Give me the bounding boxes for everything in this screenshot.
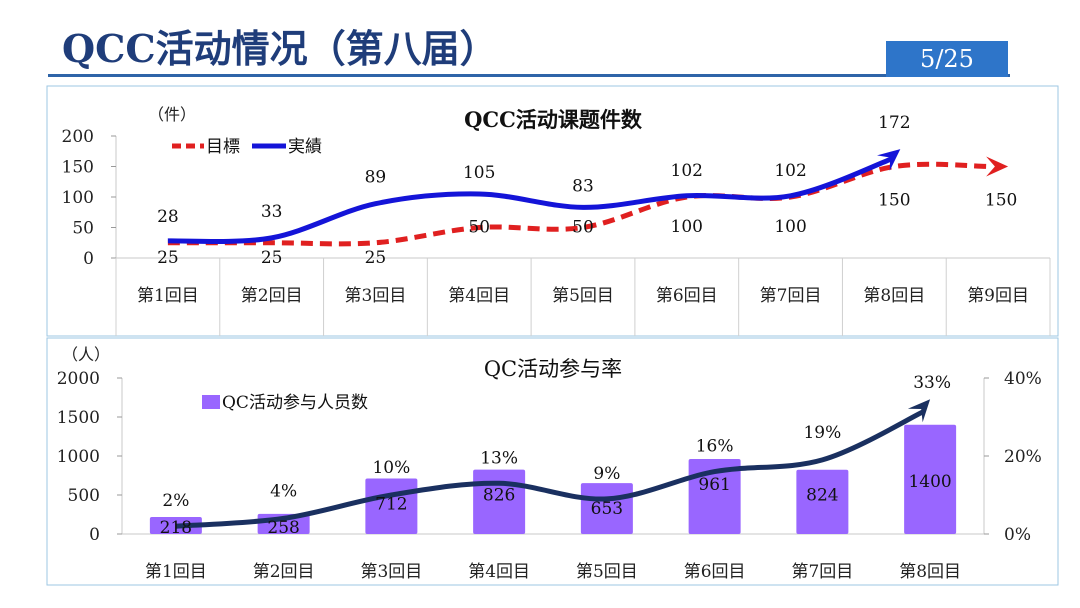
page-number-badge: 5/25 <box>886 41 1008 77</box>
chart1-y-tick-label: 150 <box>62 158 94 178</box>
chart2-y2-tick-label: 20% <box>1004 447 1042 467</box>
actual-data-label: 33 <box>261 202 283 222</box>
series-target-arrowhead <box>986 156 1009 177</box>
chart2-y-tick-label: 0 <box>89 525 100 545</box>
legend-participants-swatch <box>202 395 220 409</box>
series-target-line <box>167 161 991 247</box>
chart1-x-tick-label: 第1回目 <box>137 286 199 306</box>
target-data-label: 100 <box>671 217 703 237</box>
chart2-x-tick-label: 第5回目 <box>576 562 638 582</box>
chart2-y-tick-label: 2000 <box>57 369 100 389</box>
page-title: QCC活动情况（第八届） <box>62 26 498 71</box>
actual-data-label: 102 <box>671 161 703 181</box>
chart1-title: QCC活动课题件数 <box>464 107 643 132</box>
series-actual-arrowhead <box>877 149 901 171</box>
target-data-label: 50 <box>572 218 594 238</box>
chart1-y-tick-label: 100 <box>62 188 94 208</box>
series-actual-line <box>167 156 893 245</box>
target-data-label: 50 <box>468 218 490 238</box>
chart1-x-tick-label: 第6回目 <box>656 286 718 306</box>
actual-data-label: 28 <box>157 207 179 227</box>
chart2-y-tick-label: 1500 <box>57 408 100 428</box>
chart1-x-tick-label: 第8回目 <box>863 286 925 306</box>
participant-value-label: 653 <box>591 499 623 519</box>
chart1-y-tick-label: 200 <box>62 127 94 147</box>
chart2-x-tick-label: 第2回目 <box>253 562 315 582</box>
chart2-y2-tick-label: 0% <box>1004 525 1031 545</box>
target-data-label: 150 <box>985 191 1017 211</box>
chart2-title: QC活动参与率 <box>484 357 622 381</box>
participant-value-label: 826 <box>483 486 515 506</box>
actual-data-label: 102 <box>774 161 806 181</box>
chart1-x-tick-label: 第7回目 <box>760 286 822 306</box>
participation-rate-line <box>175 409 926 529</box>
chart2-x-tick-label: 第4回目 <box>468 562 530 582</box>
chart2-x-tick-label: 第6回目 <box>684 562 746 582</box>
participant-value-label: 824 <box>806 486 838 506</box>
participant-bar <box>796 469 849 534</box>
title-underline <box>48 74 1010 77</box>
participation-rate-label: 16% <box>696 437 734 457</box>
chart2-y-unit: （人） <box>62 345 110 364</box>
target-data-label: 25 <box>261 248 283 268</box>
chart2-x-tick-label: 第8回目 <box>899 562 961 582</box>
participant-value-label: 712 <box>375 494 407 514</box>
chart1-y-unit: （件） <box>148 105 196 124</box>
participation-rate-arrowhead <box>907 399 931 423</box>
chart2-x-tick-label: 第7回目 <box>791 562 853 582</box>
participant-value-label: 1400 <box>908 472 951 492</box>
chart1-x-tick-label: 第4回目 <box>448 286 510 306</box>
participation-rate-label: 9% <box>593 464 620 484</box>
legend-target-label: 目標 <box>206 137 240 157</box>
chart2-y2-tick-label: 40% <box>1004 369 1042 389</box>
chart1-x-tick-label: 第5回目 <box>552 286 614 306</box>
legend-participants-label: QC活动参与人员数 <box>222 393 368 413</box>
chart2-frame <box>46 337 1059 586</box>
participation-rate-label: 19% <box>803 423 841 443</box>
chart1-y-tick-label: 0 <box>83 249 94 269</box>
chart2-y-tick-label: 500 <box>68 486 100 506</box>
chart1-x-tick-label: 第9回目 <box>967 286 1029 306</box>
chart2-x-tick-label: 第1回目 <box>145 562 207 582</box>
chart1-frame <box>46 85 1059 337</box>
participation-rate-label: 4% <box>270 481 297 501</box>
participant-value-label: 258 <box>267 518 299 538</box>
target-data-label: 25 <box>157 248 179 268</box>
participant-value-label: 961 <box>698 475 730 495</box>
participation-rate-label: 10% <box>372 458 410 478</box>
chart1-y-tick-label: 50 <box>72 219 94 239</box>
chart1-x-tick-label: 第2回目 <box>241 286 303 306</box>
legend-actual-label: 実績 <box>288 137 322 157</box>
target-data-label: 150 <box>878 191 910 211</box>
actual-data-label: 105 <box>463 163 495 183</box>
actual-data-label: 172 <box>878 113 910 133</box>
actual-data-label: 89 <box>365 168 387 188</box>
target-data-label: 25 <box>365 248 387 268</box>
participant-bar <box>904 424 957 534</box>
participant-value-label: 218 <box>160 518 192 538</box>
actual-data-label: 83 <box>572 176 594 196</box>
chart2-x-tick-label: 第3回目 <box>360 562 422 582</box>
participant-bar <box>688 459 741 534</box>
participation-rate-label: 13% <box>480 448 518 468</box>
chart1-x-tick-label: 第3回目 <box>345 286 407 306</box>
participation-rate-label: 33% <box>913 373 951 393</box>
chart2-y-tick-label: 1000 <box>57 447 100 467</box>
participation-rate-label: 2% <box>162 491 189 511</box>
target-data-label: 100 <box>774 217 806 237</box>
